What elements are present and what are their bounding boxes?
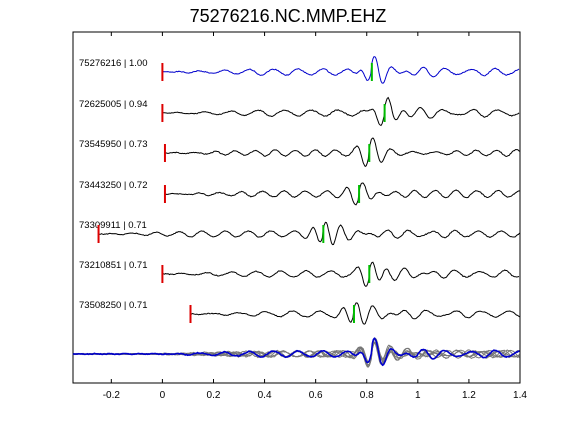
x-tick-label-4: 0.6 bbox=[309, 390, 323, 401]
x-tick-label-3: 0.4 bbox=[258, 390, 272, 401]
trace-row-72625005: 72625005 | 0.94 bbox=[79, 96, 520, 127]
stack-waveform-75276216 bbox=[72, 337, 520, 367]
x-tick-label-2: 0.2 bbox=[207, 390, 221, 401]
trace-row-75276216: 75276216 | 1.00 bbox=[79, 56, 520, 84]
trace-label-72625005: 72625005 | 0.94 bbox=[79, 99, 148, 110]
trace-row-73210851: 73210851 | 0.71 bbox=[79, 260, 520, 287]
x-tick-label-8: 1.4 bbox=[513, 390, 527, 401]
trace-label-75276216: 75276216 | 1.00 bbox=[79, 58, 148, 69]
x-tick-label-5: 0.8 bbox=[360, 390, 374, 401]
trace-row-73545950: 73545950 | 0.73 bbox=[79, 137, 520, 168]
trace-label-73508250: 73508250 | 0.71 bbox=[79, 300, 148, 311]
waveform-73508250 bbox=[190, 302, 520, 325]
x-tick-label-1: 0 bbox=[160, 390, 166, 401]
x-axis: -0.2 0 0.2 0.4 0.6 0.8 1 1.2 1.4 bbox=[103, 32, 527, 401]
x-tick-label-0: -0.2 bbox=[103, 390, 121, 401]
trace-row-73309911: 73309911 | 0.71 bbox=[79, 220, 520, 246]
x-tick-label-6: 1 bbox=[415, 390, 421, 401]
trace-label-73309911: 73309911 | 0.71 bbox=[79, 220, 147, 231]
waveform-72625005 bbox=[162, 96, 520, 127]
waveform-75276216 bbox=[162, 56, 520, 84]
traces-layer: 75276216 | 1.00 72625005 | 0.94 73545950 |… bbox=[79, 56, 520, 325]
waveform-73309911 bbox=[98, 221, 520, 246]
trace-label-73545950: 73545950 | 0.73 bbox=[79, 139, 148, 150]
x-tick-label-7: 1.2 bbox=[462, 390, 476, 401]
stack-overlay bbox=[72, 337, 520, 368]
trace-label-73443250: 73443250 | 0.72 bbox=[79, 180, 148, 191]
waveform-73210851 bbox=[162, 261, 520, 287]
waveform-73545950 bbox=[164, 137, 520, 168]
chart-title: 75276216.NC.MMP.EHZ bbox=[189, 6, 387, 26]
waveform-73443250 bbox=[164, 182, 520, 206]
trace-label-73210851: 73210851 | 0.71 bbox=[79, 260, 148, 271]
trace-row-73508250: 73508250 | 0.71 bbox=[79, 300, 520, 325]
plot-area-frame bbox=[72, 31, 521, 384]
trace-row-73443250: 73443250 | 0.72 bbox=[79, 180, 520, 206]
